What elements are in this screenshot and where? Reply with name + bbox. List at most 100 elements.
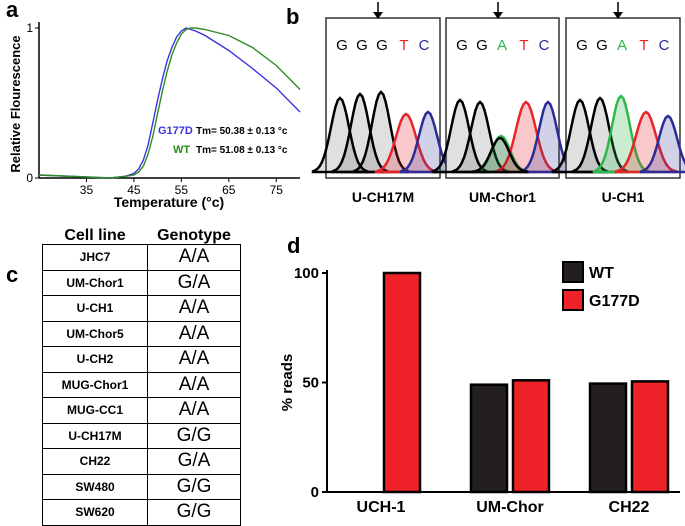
genotype-value: A/A: [147, 320, 241, 347]
down-arrow-icon: [373, 12, 383, 19]
table-row: CH22 G/A: [42, 448, 241, 475]
chromatogram-trace: G G G T CU-CH17M: [311, 2, 457, 205]
x-tick-label: 65: [222, 183, 236, 197]
down-arrow-icon: [493, 12, 503, 19]
base-call-letter: G: [456, 37, 468, 54]
base-call-letter: G: [356, 37, 368, 54]
reads-bar-chart: % reads 0 50 100 UCH-1 UM-Chor CH22 WT G177D: [279, 261, 680, 516]
y-tick-label: 100: [294, 265, 319, 282]
series-line-wt: [38, 27, 301, 179]
annotation-g177d-name: G177D: [158, 125, 193, 137]
x-tick-label: 45: [127, 183, 141, 197]
series-line-g177d: [38, 27, 301, 179]
table-row: MUG-CC1 A/A: [42, 397, 241, 424]
header-cell-line: Cell line: [64, 227, 126, 244]
chromatogram-trace: G G A T CUM-Chor1: [431, 2, 577, 205]
y-tick-label: 50: [302, 375, 319, 392]
legend-label-g177d: G177D: [589, 293, 640, 310]
x-axis-label: Temperature (°c): [114, 194, 224, 210]
cell-line-name: UM-Chor5: [42, 320, 148, 347]
plot-area: 35 45 55 65 75 0 1: [26, 21, 301, 197]
bar-g177d-um-chor: [511, 379, 551, 494]
annotation-wt-tm: Tm= 51.08 ± 0.13 °c: [196, 145, 288, 156]
genotype-table: Cell line Genotype JHC7 A/A UM-Chor1 G/A U-C…: [42, 228, 241, 526]
header-genotype: Genotype: [157, 227, 231, 244]
table-row: U-CH17M G/G: [42, 422, 241, 449]
x-tick-label: 35: [80, 183, 94, 197]
panel-letter-c: c: [6, 262, 19, 287]
cell-line-name: SW480: [42, 473, 148, 500]
base-call-letter: G: [476, 37, 488, 54]
cell-line-label: U-CH17M: [352, 189, 414, 205]
trace-peak: [614, 110, 678, 174]
cell-line-name: UM-Chor1: [42, 269, 148, 296]
genotype-value: G/G: [147, 499, 241, 526]
legend-swatch-wt: [562, 261, 584, 283]
base-call-letter: C: [539, 37, 550, 54]
trace-peak: [592, 94, 650, 174]
cell-line-name: U-CH2: [42, 346, 148, 373]
base-call-letter: G: [576, 37, 588, 54]
annotation-wt-name: WT: [173, 144, 190, 156]
bar-g177d-ch22: [630, 380, 670, 494]
y-axis-label: Relative Flourescence: [8, 35, 23, 172]
table-row: JHC7 A/A: [42, 244, 241, 271]
cell-line-label: UM-Chor1: [469, 189, 536, 205]
category-label: UCH-1: [357, 499, 406, 516]
cell-line-name: MUG-Chor1: [42, 371, 148, 398]
trace-peak: [331, 92, 389, 174]
table-row: U-CH2 A/A: [42, 346, 241, 373]
cell-line-name: U-CH17M: [42, 422, 148, 449]
table-row: UM-Chor5 A/A: [42, 320, 241, 347]
y-tick-label: 0: [26, 171, 33, 185]
base-call-letter: A: [617, 37, 627, 54]
bar-wt-um-chor: [469, 383, 509, 494]
genotype-value: G/A: [147, 269, 241, 296]
cell-line-name: JHC7: [42, 244, 148, 271]
legend-swatch-g177d: [562, 289, 584, 311]
genotype-value: A/A: [147, 371, 241, 398]
genotype-value: G/A: [147, 448, 241, 475]
panel-letter-b: b: [286, 4, 300, 29]
base-call-letter: T: [519, 37, 528, 54]
table-row: SW480 G/G: [42, 473, 241, 500]
trace-peak: [311, 96, 369, 174]
trace-peak: [551, 98, 609, 174]
down-arrow-icon: [613, 12, 623, 19]
table-row: U-CH1 A/A: [42, 295, 241, 322]
genotype-value: G/G: [147, 422, 241, 449]
cell-line-name: CH22: [42, 448, 148, 475]
x-tick-label: 75: [270, 183, 284, 197]
table-row: UM-Chor1 G/A: [42, 269, 241, 296]
chart-legend: WT G177D: [562, 261, 640, 311]
base-call-letter: T: [399, 37, 408, 54]
trace-peak-minor: [471, 136, 529, 174]
x-tick-label: 55: [175, 183, 189, 197]
table-row: MUG-Chor1 A/A: [42, 371, 241, 398]
trace-peak: [374, 112, 438, 174]
chromatogram-trace: G G A T CU-CH1: [551, 2, 685, 205]
trace-peak: [639, 114, 685, 174]
y-axis-label: % reads: [279, 354, 296, 412]
base-call-letter: G: [336, 37, 348, 54]
category-label: CH22: [609, 499, 650, 516]
panel-letter-a: a: [6, 0, 19, 22]
melt-curve-chart: Relative Flourescence 35 45 55 65 75 0 1 Tempe…: [8, 21, 301, 210]
table-row: SW620 G/G: [42, 499, 241, 526]
annotation-g177d-tm: Tm= 50.38 ± 0.13 °c: [196, 126, 288, 137]
trace-peak: [352, 90, 410, 174]
genotype-value: A/A: [147, 397, 241, 424]
genotype-value: A/A: [147, 346, 241, 373]
panel-letter-d: d: [287, 233, 301, 258]
bar-g177d-uch-1: [382, 271, 422, 494]
legend-label-wt: WT: [589, 265, 614, 282]
base-call-letter: C: [659, 37, 670, 54]
cell-line-label: U-CH1: [602, 189, 645, 205]
base-call-letter: T: [639, 37, 648, 54]
y-tick-label: 1: [26, 21, 33, 35]
base-call-letter: A: [497, 37, 507, 54]
base-call-letter: G: [596, 37, 608, 54]
cell-line-name: SW620: [42, 499, 148, 526]
genotype-value: A/A: [147, 295, 241, 322]
